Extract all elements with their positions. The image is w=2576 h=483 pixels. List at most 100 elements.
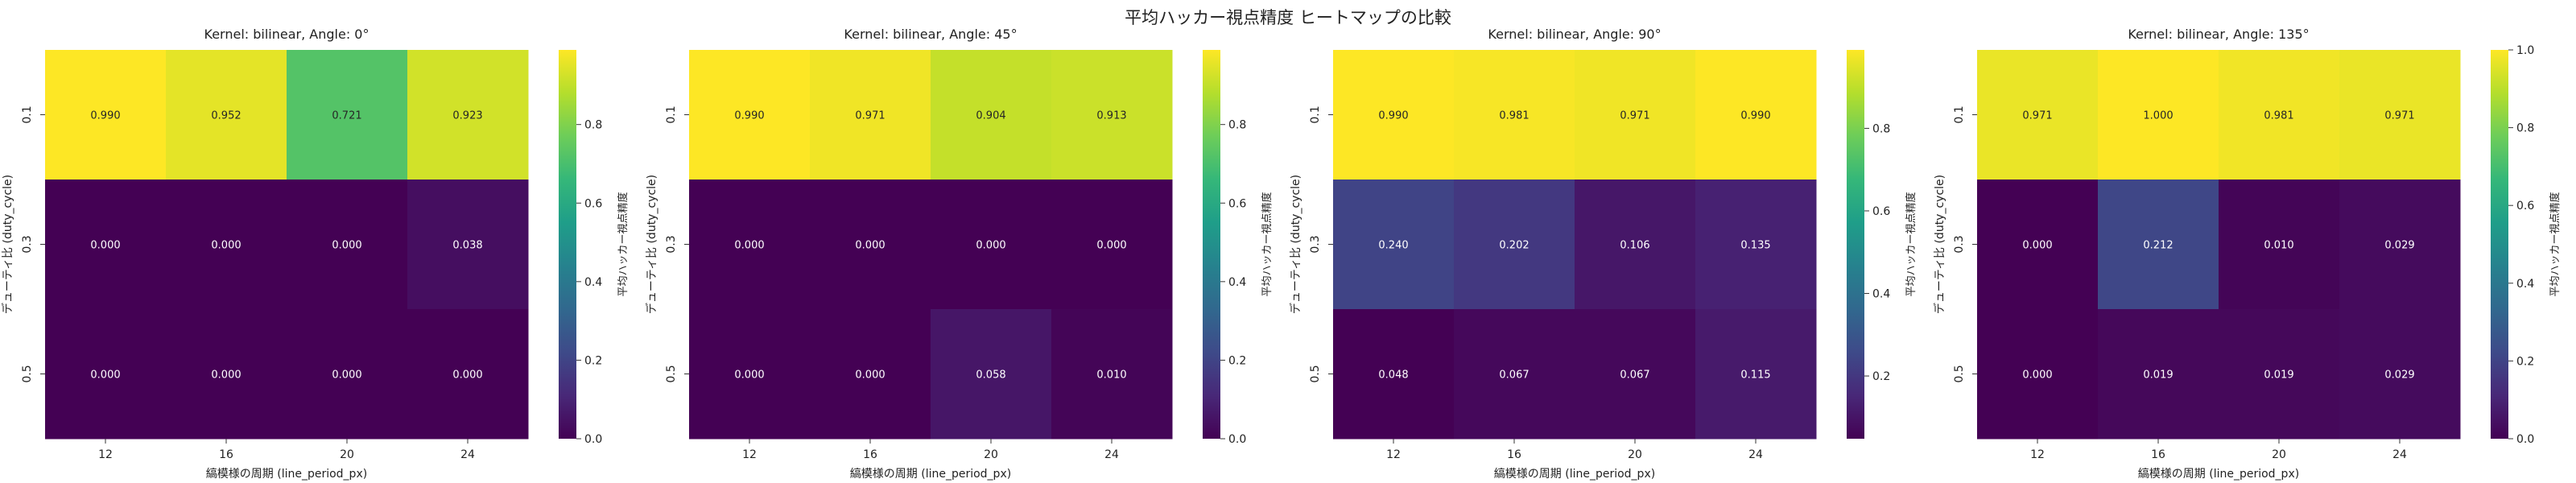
heatmap-cell [287,50,408,180]
colorbar-tick-label: 0.2 [584,354,602,367]
colorbar [2491,50,2508,439]
heatmap-cell [2098,180,2219,310]
heatmap-cell [689,180,811,310]
heatmap-cell [45,180,167,310]
x-tick-label: 20 [1628,448,1642,461]
cell-value-label: 0.990 [1740,110,1770,122]
panel-title: Kernel: bilinear, Angle: 90° [1488,27,1661,42]
heatmap-cell [1575,180,1696,310]
colorbar-tick-label: 0.0 [1228,433,1246,446]
x-tick-label: 20 [984,448,998,461]
cell-value-label: 0.000 [90,369,120,382]
heatmap-cell [689,50,811,180]
heatmap-cell [1977,50,2099,180]
figure-suptitle: 平均ハッカー視点精度 ヒートマップの比較 [1125,8,1451,27]
y-tick-label: 0.3 [21,235,34,253]
y-tick-label: 0.1 [665,105,678,123]
heatmap-cell [1454,180,1575,310]
cell-value-label: 0.010 [2264,240,2293,252]
heatmap-cell [407,309,529,440]
x-tick-label: 20 [2272,448,2286,461]
y-axis-label: デューティ比 (duty_cycle) [645,175,658,314]
heatmap-cell [1977,180,2099,310]
heatmap-cell [1695,180,1817,310]
cell-value-label: 0.990 [1378,110,1408,122]
cell-value-label: 0.971 [855,110,885,122]
heatmap-cell [2219,309,2340,440]
colorbar-tick-label: 0.6 [584,197,602,210]
y-axis-label: デューティ比 (duty_cycle) [1,175,14,314]
heatmap-cell [2339,180,2461,310]
colorbar-tick-label: 1.0 [2516,44,2534,57]
cell-value-label: 0.981 [2264,110,2293,122]
x-tick-label: 20 [340,448,354,461]
heatmap-cell [1695,50,1817,180]
cell-value-label: 0.067 [1499,369,1529,382]
colorbar-label: 平均ハッカー視点精度 [1905,192,1918,296]
cell-value-label: 0.990 [734,110,764,122]
cell-value-label: 0.913 [1096,110,1126,122]
panel-title: Kernel: bilinear, Angle: 45° [844,27,1017,42]
cell-value-label: 0.721 [332,110,361,122]
cell-value-label: 0.048 [1378,369,1408,382]
colorbar-tick-label: 0.4 [584,276,602,289]
panel-title: Kernel: bilinear, Angle: 0° [204,27,369,42]
panel-title: Kernel: bilinear, Angle: 135° [2128,27,2309,42]
y-tick-label: 0.1 [1309,105,1322,123]
cell-value-label: 0.135 [1740,240,1770,252]
cell-value-label: 0.000 [734,240,764,252]
x-axis-label: 縞模様の周期 (line_period_px) [206,467,367,481]
cell-value-label: 0.202 [1499,240,1529,252]
colorbar-tick-label: 0.8 [584,119,602,132]
y-tick-label: 0.5 [665,365,678,382]
y-tick-label: 0.5 [21,365,34,382]
x-tick-label: 16 [219,448,233,461]
cell-value-label: 0.019 [2143,369,2173,382]
heatmap-cell [2098,50,2219,180]
cell-value-label: 0.106 [1620,240,1649,252]
colorbar-tick-label: 0.6 [2516,200,2534,213]
colorbar-tick-label: 0.2 [1228,354,1246,367]
x-tick-label: 12 [2030,448,2045,461]
y-axis-label: デューティ比 (duty_cycle) [1289,175,1302,314]
heatmap-cell [1051,50,1173,180]
cell-value-label: 0.010 [1096,369,1126,382]
cell-value-label: 0.000 [211,369,241,382]
colorbar-label: 平均ハッカー視点精度 [1261,192,1274,296]
cell-value-label: 0.212 [2143,240,2173,252]
y-tick-label: 0.3 [1309,235,1322,253]
colorbar-tick-label: 0.6 [1228,197,1246,210]
cell-value-label: 0.115 [1740,369,1770,382]
heatmap-cell [45,309,167,440]
x-tick-label: 16 [863,448,877,461]
cell-value-label: 0.000 [976,240,1005,252]
colorbar-tick-label: 0.4 [1872,288,1890,301]
cell-value-label: 0.000 [2022,240,2052,252]
cell-value-label: 0.981 [1499,110,1529,122]
x-axis-label: 縞模様の周期 (line_period_px) [1494,467,1655,481]
colorbar [1203,50,1220,439]
x-tick-label: 24 [1748,448,1763,461]
heatmap-cell [2219,180,2340,310]
heatmap-cell [1695,309,1817,440]
y-tick-label: 0.1 [1953,105,1966,123]
cell-value-label: 0.029 [2384,240,2414,252]
x-axis-label: 縞模様の周期 (line_period_px) [2138,467,2299,481]
cell-value-label: 0.000 [211,240,241,252]
cell-value-label: 0.058 [976,369,1005,382]
y-tick-label: 0.5 [1953,365,1966,382]
cell-value-label: 0.038 [452,240,482,252]
heatmap-cell [1454,309,1575,440]
cell-value-label: 0.000 [332,369,361,382]
cell-value-label: 0.923 [452,110,482,122]
x-tick-label: 24 [460,448,475,461]
cell-value-label: 0.029 [2384,369,2414,382]
colorbar-tick-label: 0.8 [2516,122,2534,135]
heatmap-cell [2098,309,2219,440]
heatmap-cell [407,180,529,310]
x-tick-label: 24 [1104,448,1119,461]
colorbar-label: 平均ハッカー視点精度 [2549,192,2562,296]
heatmap-cell [1454,50,1575,180]
y-tick-label: 0.5 [1309,365,1322,382]
colorbar [1847,50,1864,439]
